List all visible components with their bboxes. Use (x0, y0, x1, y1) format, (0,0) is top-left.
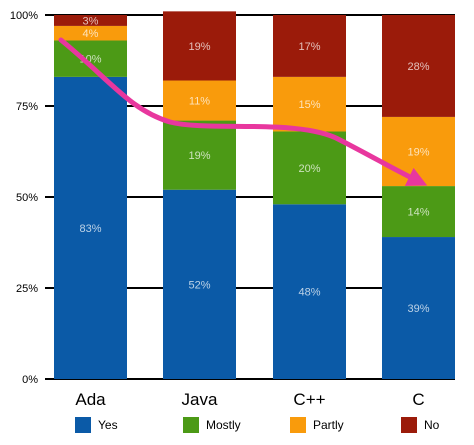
data-label: 11% (189, 96, 210, 108)
legend-label-yes: Yes (98, 418, 118, 432)
legend-swatch-partly (290, 417, 306, 433)
bar-segment-no (163, 11, 236, 81)
data-label: 19% (407, 147, 429, 159)
y-tick-label: 50% (16, 192, 38, 204)
data-label: 14% (407, 207, 429, 219)
x-tick-label: Ada (75, 390, 106, 409)
data-label: 39% (407, 303, 429, 315)
bar-segment-no (273, 15, 346, 77)
y-tick-label: 0% (22, 374, 38, 386)
data-label: 17% (298, 41, 320, 53)
bar-segment-mostly (382, 186, 455, 238)
legend-swatch-no (401, 417, 417, 433)
data-label: 3% (83, 15, 99, 27)
bar-segment-no (382, 15, 455, 117)
data-label: 19% (188, 150, 210, 162)
bar-segment-yes (382, 237, 455, 379)
y-axis: 0% 25% 50% 75% 100% (10, 10, 38, 386)
legend: Yes Mostly Partly No (75, 417, 440, 433)
data-label: 48% (298, 287, 320, 299)
data-label: 15% (298, 99, 320, 111)
bar-segment-mostly (163, 120, 236, 190)
y-tick-label: 75% (16, 101, 38, 113)
data-label: 28% (407, 61, 429, 73)
bars: 83%10%4%3%52%19%11%19%48%20%15%17%39%14%… (54, 11, 455, 379)
data-label: 52% (188, 279, 210, 291)
bar-segment-partly (163, 80, 236, 121)
x-tick-label: C++ (293, 390, 325, 409)
bar-segment-yes (54, 76, 127, 379)
data-label: 20% (298, 163, 320, 175)
bar-segment-yes (163, 189, 236, 379)
x-axis: Ada Java C++ C (75, 390, 424, 409)
bar-segment-no (54, 15, 127, 26)
bar-segment-partly (273, 76, 346, 132)
y-tick-label: 100% (10, 10, 38, 22)
bar-segment-partly (54, 25, 127, 41)
x-tick-label: C (412, 390, 424, 409)
x-tick-label: Java (182, 390, 218, 409)
bar-segment-mostly (273, 131, 346, 205)
legend-label-mostly: Mostly (206, 418, 241, 432)
legend-swatch-mostly (183, 417, 199, 433)
legend-swatch-yes (75, 417, 91, 433)
legend-label-no: No (424, 418, 440, 432)
legend-label-partly: Partly (313, 418, 344, 432)
data-label: 19% (188, 41, 210, 53)
bar-segment-yes (273, 204, 346, 379)
data-label: 83% (79, 223, 101, 235)
data-label: 4% (83, 28, 99, 40)
y-tick-label: 25% (16, 283, 38, 295)
trend-arrow (58, 37, 428, 186)
